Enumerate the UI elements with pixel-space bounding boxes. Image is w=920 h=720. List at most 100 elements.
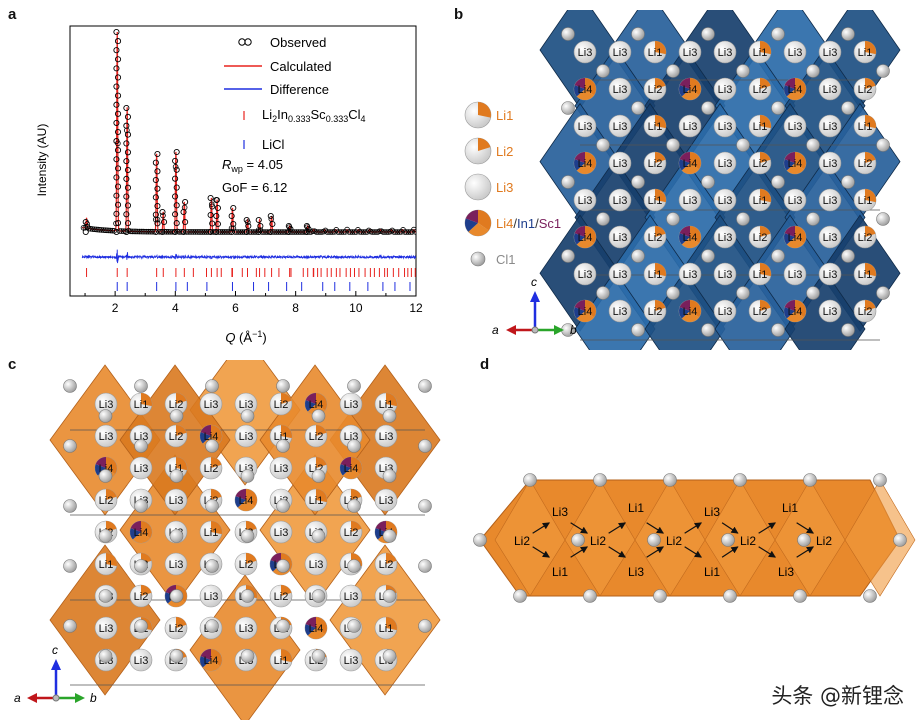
cl-atom <box>134 619 148 633</box>
observed-point <box>228 212 235 220</box>
atom-label: Li2 <box>379 559 394 571</box>
atom-cl <box>240 649 255 663</box>
atom-li3: Li3 <box>129 456 153 480</box>
atom-label: Li1 <box>99 559 114 571</box>
atom-cl <box>205 379 219 393</box>
atom-li3: Li3 <box>818 225 842 249</box>
atom-li2: Li2 <box>164 616 188 640</box>
atom-li3: Li3 <box>374 488 398 512</box>
observed-point <box>302 229 309 235</box>
cl-atom <box>701 249 715 263</box>
x-axis-label: Q (Å−1) <box>225 329 266 345</box>
cl-atom <box>382 469 397 483</box>
cl-atom <box>771 323 785 337</box>
sc1-wedge <box>574 226 585 237</box>
axis-label-a-c: a <box>14 691 21 705</box>
cl-atom <box>771 175 785 189</box>
observed-point <box>291 229 298 235</box>
observed-point <box>124 220 132 227</box>
atom-li4: Li4 <box>304 616 328 640</box>
occupancy-wedge <box>865 78 876 89</box>
atom-label: Li3 <box>718 158 733 170</box>
atom-li3: Li3 <box>94 616 118 640</box>
formula-part: 0.333 <box>288 114 311 124</box>
cl-atom <box>803 473 817 487</box>
formula-part: In <box>277 107 288 122</box>
atom-label: Li1 <box>858 121 873 133</box>
cl-atom <box>240 589 255 603</box>
migration-arrow <box>570 546 588 558</box>
atom-label: Li2 <box>99 495 114 507</box>
occupancy-wedge <box>176 457 188 471</box>
sc1-wedge <box>130 521 141 532</box>
atom-cl <box>596 212 610 226</box>
atom-label: Li3 <box>718 121 733 133</box>
atom-label: Li3 <box>718 232 733 244</box>
occupancy-wedge <box>865 300 876 311</box>
atom-li3: Li3 <box>199 392 223 416</box>
atom-cl <box>240 589 255 603</box>
atom-cl <box>701 323 715 337</box>
migration-arrow <box>608 522 626 534</box>
atom-cl <box>205 559 219 573</box>
observed-point <box>167 229 173 235</box>
atom-label: Li2 <box>858 232 873 244</box>
in1-wedge <box>784 159 795 171</box>
atom-li1: Li1 <box>853 262 877 286</box>
atom-label: Li3 <box>683 195 698 207</box>
observed-point <box>237 229 244 235</box>
sphere <box>129 648 153 672</box>
structure-panel-c: Li3 Li1 Li2 Li3 Li3 Li2 Li4 Li3 Li1 Li3 Li3 Li2 Li4 L… <box>14 360 441 720</box>
atom-li1: Li1 <box>269 648 293 672</box>
migration-arrow <box>684 546 702 558</box>
observed-point <box>124 131 132 138</box>
atom-cl <box>666 64 680 78</box>
atom-cl <box>666 138 680 152</box>
cl-atom <box>276 499 290 513</box>
cl-atom <box>418 559 432 573</box>
atom-cl <box>169 649 184 663</box>
occupancy-wedge <box>865 263 876 277</box>
atom-li4: Li4 <box>678 299 702 323</box>
cl-atom <box>311 469 326 483</box>
cl-atom <box>793 589 807 603</box>
sphere <box>269 520 293 544</box>
observed-point <box>113 47 120 54</box>
cl-atom <box>240 409 255 423</box>
atom-cl <box>240 469 255 483</box>
observed-point <box>261 229 267 235</box>
atom-label: Li2 <box>309 431 324 443</box>
li4-wedge <box>681 311 700 322</box>
li4-wedge <box>132 532 151 543</box>
atom-li3: Li3 <box>818 299 842 323</box>
atom-label: Li3 <box>718 47 733 59</box>
cl-atom <box>663 473 677 487</box>
li4-wedge <box>786 163 805 174</box>
observed-point <box>272 229 278 235</box>
atom-label: Li3 <box>309 559 324 571</box>
observed-point <box>147 228 154 235</box>
observed-point <box>338 229 345 235</box>
observed-point <box>154 202 161 210</box>
observed-point <box>129 228 136 235</box>
occupancy-wedge <box>865 41 876 55</box>
atom-cl <box>666 286 680 300</box>
cl-atom <box>806 64 820 78</box>
c-axis-head-c <box>51 659 61 670</box>
face <box>704 479 776 597</box>
occupancy-wedge <box>246 553 257 564</box>
atom-label: Li3 <box>823 269 838 281</box>
sphere <box>94 424 118 448</box>
cl-atom <box>169 649 184 663</box>
observed-point <box>93 226 99 233</box>
li2-label: Li2 <box>590 534 606 548</box>
atom-label: Li3 <box>379 495 394 507</box>
sphere <box>199 392 223 416</box>
observed-point <box>245 222 252 230</box>
atom-label: Li3 <box>99 431 114 443</box>
observed-point <box>223 229 229 235</box>
sphere <box>304 552 328 576</box>
observed-point <box>246 229 253 235</box>
atom-li4: Li4 <box>783 299 807 323</box>
